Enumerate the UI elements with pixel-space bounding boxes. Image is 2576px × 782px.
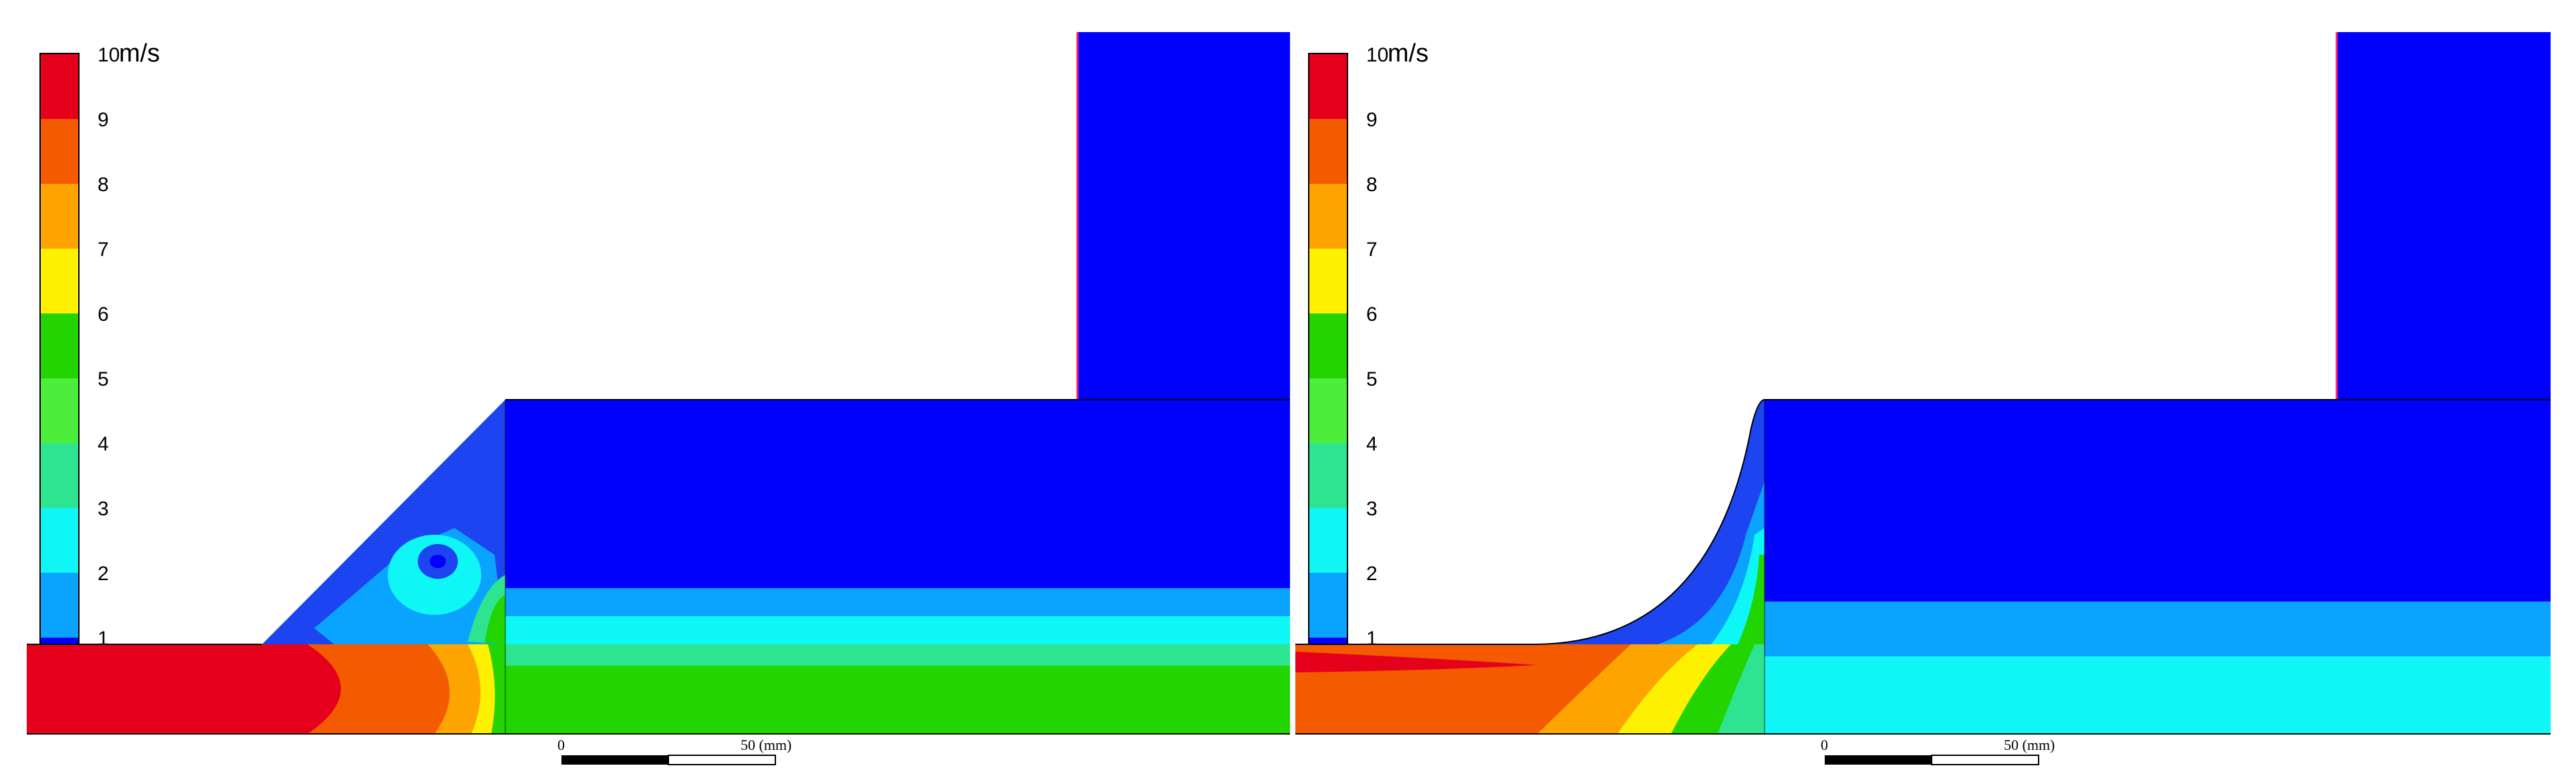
colorbar-tick: 4 — [98, 433, 109, 455]
left-chamber-band-seafoam — [505, 644, 1290, 666]
colorbar-tick: 2 — [98, 563, 109, 585]
scale-bar-end-label: 50 (mm) — [741, 737, 791, 753]
colorbar-band-5 — [1309, 313, 1347, 378]
right-scale-bar: 0 50 (mm) — [1821, 737, 2055, 765]
left-vortex-center — [430, 555, 446, 568]
right-flow-domain — [1295, 32, 2551, 735]
colorbar-tick: 9 — [98, 109, 109, 131]
colorbar-tick: 8 — [98, 174, 109, 196]
colorbar-tick: 5 — [1366, 368, 1378, 390]
colorbar-band-7 — [40, 184, 79, 249]
colorbar-band-10 — [1309, 53, 1347, 86]
scale-bar-black — [1825, 755, 1932, 765]
colorbar-band-1 — [40, 573, 79, 638]
scale-bar-black — [561, 755, 668, 765]
colorbar-band-4 — [1309, 378, 1347, 443]
colorbar-band-5 — [40, 313, 79, 378]
left-outlet-duct — [1077, 32, 1290, 401]
right-fillet-region — [1537, 400, 1765, 644]
scale-bar-start-label: 0 — [1821, 737, 1828, 753]
colorbar-band-6 — [1309, 249, 1347, 313]
colorbar-band-1 — [1309, 573, 1347, 638]
colorbar-tick: 2 — [1366, 563, 1378, 585]
colorbar-band-9 — [1309, 86, 1347, 119]
colorbar-tick: 9 — [1366, 109, 1378, 131]
colorbar-unit-label: m/s — [1388, 39, 1428, 68]
right-colorbar: m/s 10 9 8 7 6 5 4 3 2 1 0 — [1308, 39, 1428, 714]
right-chamber-band-mid-blue — [1765, 602, 2551, 656]
right-jet-seafoam — [1718, 644, 1765, 734]
right-fillet-wall — [1295, 399, 1765, 645]
colorbar-tick: 5 — [98, 368, 109, 390]
colorbar-tick: 6 — [1366, 303, 1378, 325]
colorbar-band-8 — [1309, 119, 1347, 184]
colorbar-tick: 6 — [98, 303, 109, 325]
right-jet-red-core — [1295, 652, 1537, 672]
colorbar-band-10 — [40, 53, 79, 86]
colorbar-tick: 4 — [1366, 433, 1378, 455]
left-chamber-band-cyan — [505, 616, 1290, 644]
left-jet-green — [488, 644, 505, 734]
right-chamber-band-cyan — [1765, 656, 2551, 734]
left-chamber-band-green — [505, 666, 1290, 734]
right-panel: m/s 10 9 8 7 6 5 4 3 2 1 0 — [1295, 32, 2551, 765]
left-chamber-band-mid-blue — [505, 588, 1290, 616]
colorbar-band-3 — [1309, 443, 1347, 508]
scale-bar-white — [668, 755, 776, 765]
left-shear-green — [485, 595, 505, 644]
colorbar-band-4 — [40, 378, 79, 443]
left-scale-bar: 0 50 (mm) — [557, 737, 791, 765]
colorbar-band-6 — [40, 249, 79, 313]
colorbar-tick: 10 — [1366, 44, 1388, 66]
left-panel: m/s 10 9 8 7 6 5 4 3 2 1 0 — [27, 32, 1290, 765]
scale-bar-white — [1931, 755, 2039, 765]
colorbar-band-2 — [1309, 508, 1347, 573]
colorbar-tick: 8 — [1366, 174, 1378, 196]
right-fillet-shear-green — [1738, 555, 1765, 644]
scale-bar-end-label: 50 (mm) — [2004, 737, 2055, 753]
colorbar-tick: 3 — [98, 498, 109, 520]
colorbar-tick: 7 — [98, 239, 109, 261]
right-outlet-duct — [2337, 32, 2551, 401]
colorbar-band-3 — [40, 443, 79, 508]
colorbar-tick: 3 — [1366, 498, 1378, 520]
left-colorbar: m/s 10 9 8 7 6 5 4 3 2 1 0 — [39, 39, 160, 714]
colorbar-band-2 — [40, 508, 79, 573]
colorbar-unit-label: m/s — [119, 39, 160, 68]
colorbar-band-7 — [1309, 184, 1347, 249]
colorbar-tick: 10 — [98, 44, 120, 66]
colorbar-tick: 7 — [1366, 239, 1378, 261]
colorbar-band-9 — [40, 86, 79, 119]
scale-bar-start-label: 0 — [557, 737, 565, 753]
colorbar-band-8 — [40, 119, 79, 184]
left-flow-domain — [27, 32, 1290, 735]
